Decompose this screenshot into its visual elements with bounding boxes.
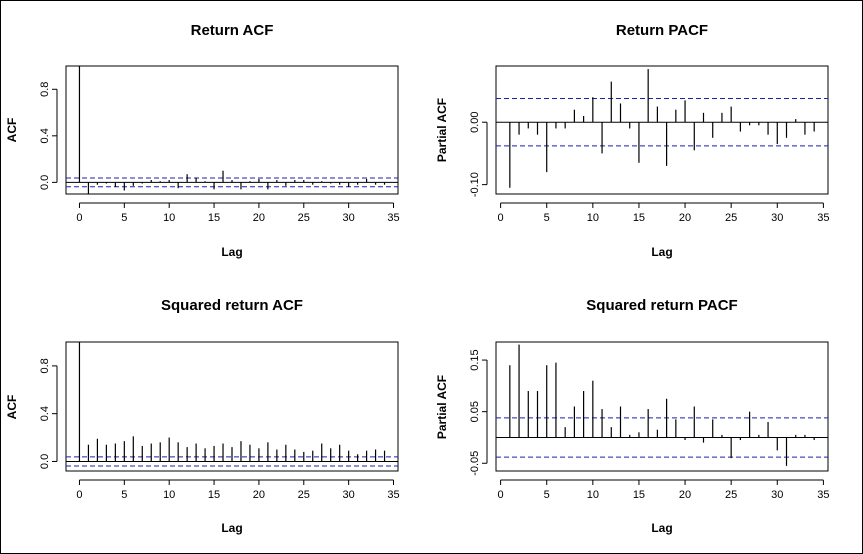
x-tick-label: 0 [498,212,504,224]
y-tick-label: 0.05 [469,401,481,422]
panel-title: Squared return PACF [586,297,737,314]
plot-box [495,65,829,195]
x-axis-label: Lag [221,521,242,535]
reference-lines [496,97,828,147]
y-tick-label: 0.8 [39,358,51,373]
x-tick-label: 15 [208,489,220,501]
x-tick-label: 35 [387,212,399,224]
x-axis: 0 5 10 15 20 25 30 35 [498,479,830,501]
y-tick-label: -0.10 [469,172,481,197]
x-axis: 0 5 10 15 20 25 30 35 [498,202,830,224]
x-tick-label: 30 [343,489,355,501]
acf-bars [78,66,386,194]
x-tick-label: 10 [163,212,175,224]
x-tick-label: 10 [587,489,599,501]
x-tick-label: 15 [208,212,220,224]
plot-box [495,341,829,472]
y-axis-label: Partial ACF [435,98,449,162]
x-tick-label: 5 [544,489,550,501]
plot-box [65,341,399,472]
panel-title: Squared return ACF [161,297,303,314]
x-tick-label: 30 [771,489,783,501]
y-tick-label: 0.4 [39,406,51,421]
x-tick-label: 20 [679,489,691,501]
reference-lines [496,417,828,458]
y-axis: 0.0 0.4 0.8 [39,358,58,469]
x-axis-label: Lag [651,245,672,259]
y-tick-label: 0.0 [39,175,51,190]
x-tick-label: 35 [817,212,829,224]
x-tick-label: 0 [498,489,504,501]
panel-return-acf: Return ACF 0.00.40.8 0 5 10 15 20 25 30 35 Lag … [5,22,400,259]
x-tick-label: 0 [76,212,82,224]
x-tick-label: 20 [253,489,265,501]
x-tick-label: 25 [725,212,737,224]
x-tick-label: 5 [544,212,550,224]
y-axis: -0.05 0.05 0.15 [469,349,488,476]
y-tick-label: 0.00 [469,111,481,132]
plot-box [65,65,399,195]
x-tick-label: 35 [817,489,829,501]
x-axis: 0 5 10 15 20 25 30 35 [76,479,400,501]
x-tick-label: 30 [343,212,355,224]
x-tick-label: 5 [121,212,127,224]
y-tick-label: 0.4 [39,128,51,143]
panel-squared-return-acf: Squared return ACF 0.0 0.4 0.8 0 5 10 15 20 25 3… [5,297,400,535]
x-tick-label: 20 [253,212,265,224]
y-axis-label: ACF [5,118,19,143]
panel-return-pacf: Return PACF -0.10 0.00 0 5 10 15 20 25 30 35 Lag… [435,22,830,259]
x-tick-label: 10 [163,489,175,501]
x-axis-label: Lag [221,245,242,259]
pacf-bars [509,344,815,466]
x-tick-label: 25 [298,212,310,224]
x-tick-label: 25 [725,489,737,501]
y-tick-label: 0.15 [469,349,481,370]
y-axis: -0.10 0.00 [469,111,488,197]
acf-bars [78,342,386,462]
x-tick-label: 0 [76,489,82,501]
y-axis-label: ACF [5,395,19,420]
panel-title: Return PACF [616,22,708,39]
x-tick-label: 30 [771,212,783,224]
x-tick-label: 15 [633,212,645,224]
y-tick-label: -0.05 [469,451,481,476]
x-tick-label: 5 [121,489,127,501]
x-tick-label: 35 [387,489,399,501]
x-tick-label: 15 [633,489,645,501]
pacf-bars [509,69,815,188]
y-tick-label: 0.0 [39,454,51,469]
x-axis: 0 5 10 15 20 25 30 35 [76,202,400,224]
y-axis: 0.0 0.4 0.8 [39,82,58,190]
x-axis-label: Lag [651,521,672,535]
x-tick-label: 10 [587,212,599,224]
x-tick-label: 20 [679,212,691,224]
panel-title: Return ACF [191,22,274,39]
y-axis-label: Partial ACF [435,375,449,439]
panel-squared-return-pacf: Squared return PACF -0.05 0.05 0.15 0 5 10 15… [435,297,830,535]
y-tick-label: 0.8 [39,82,51,97]
x-tick-label: 25 [298,489,310,501]
